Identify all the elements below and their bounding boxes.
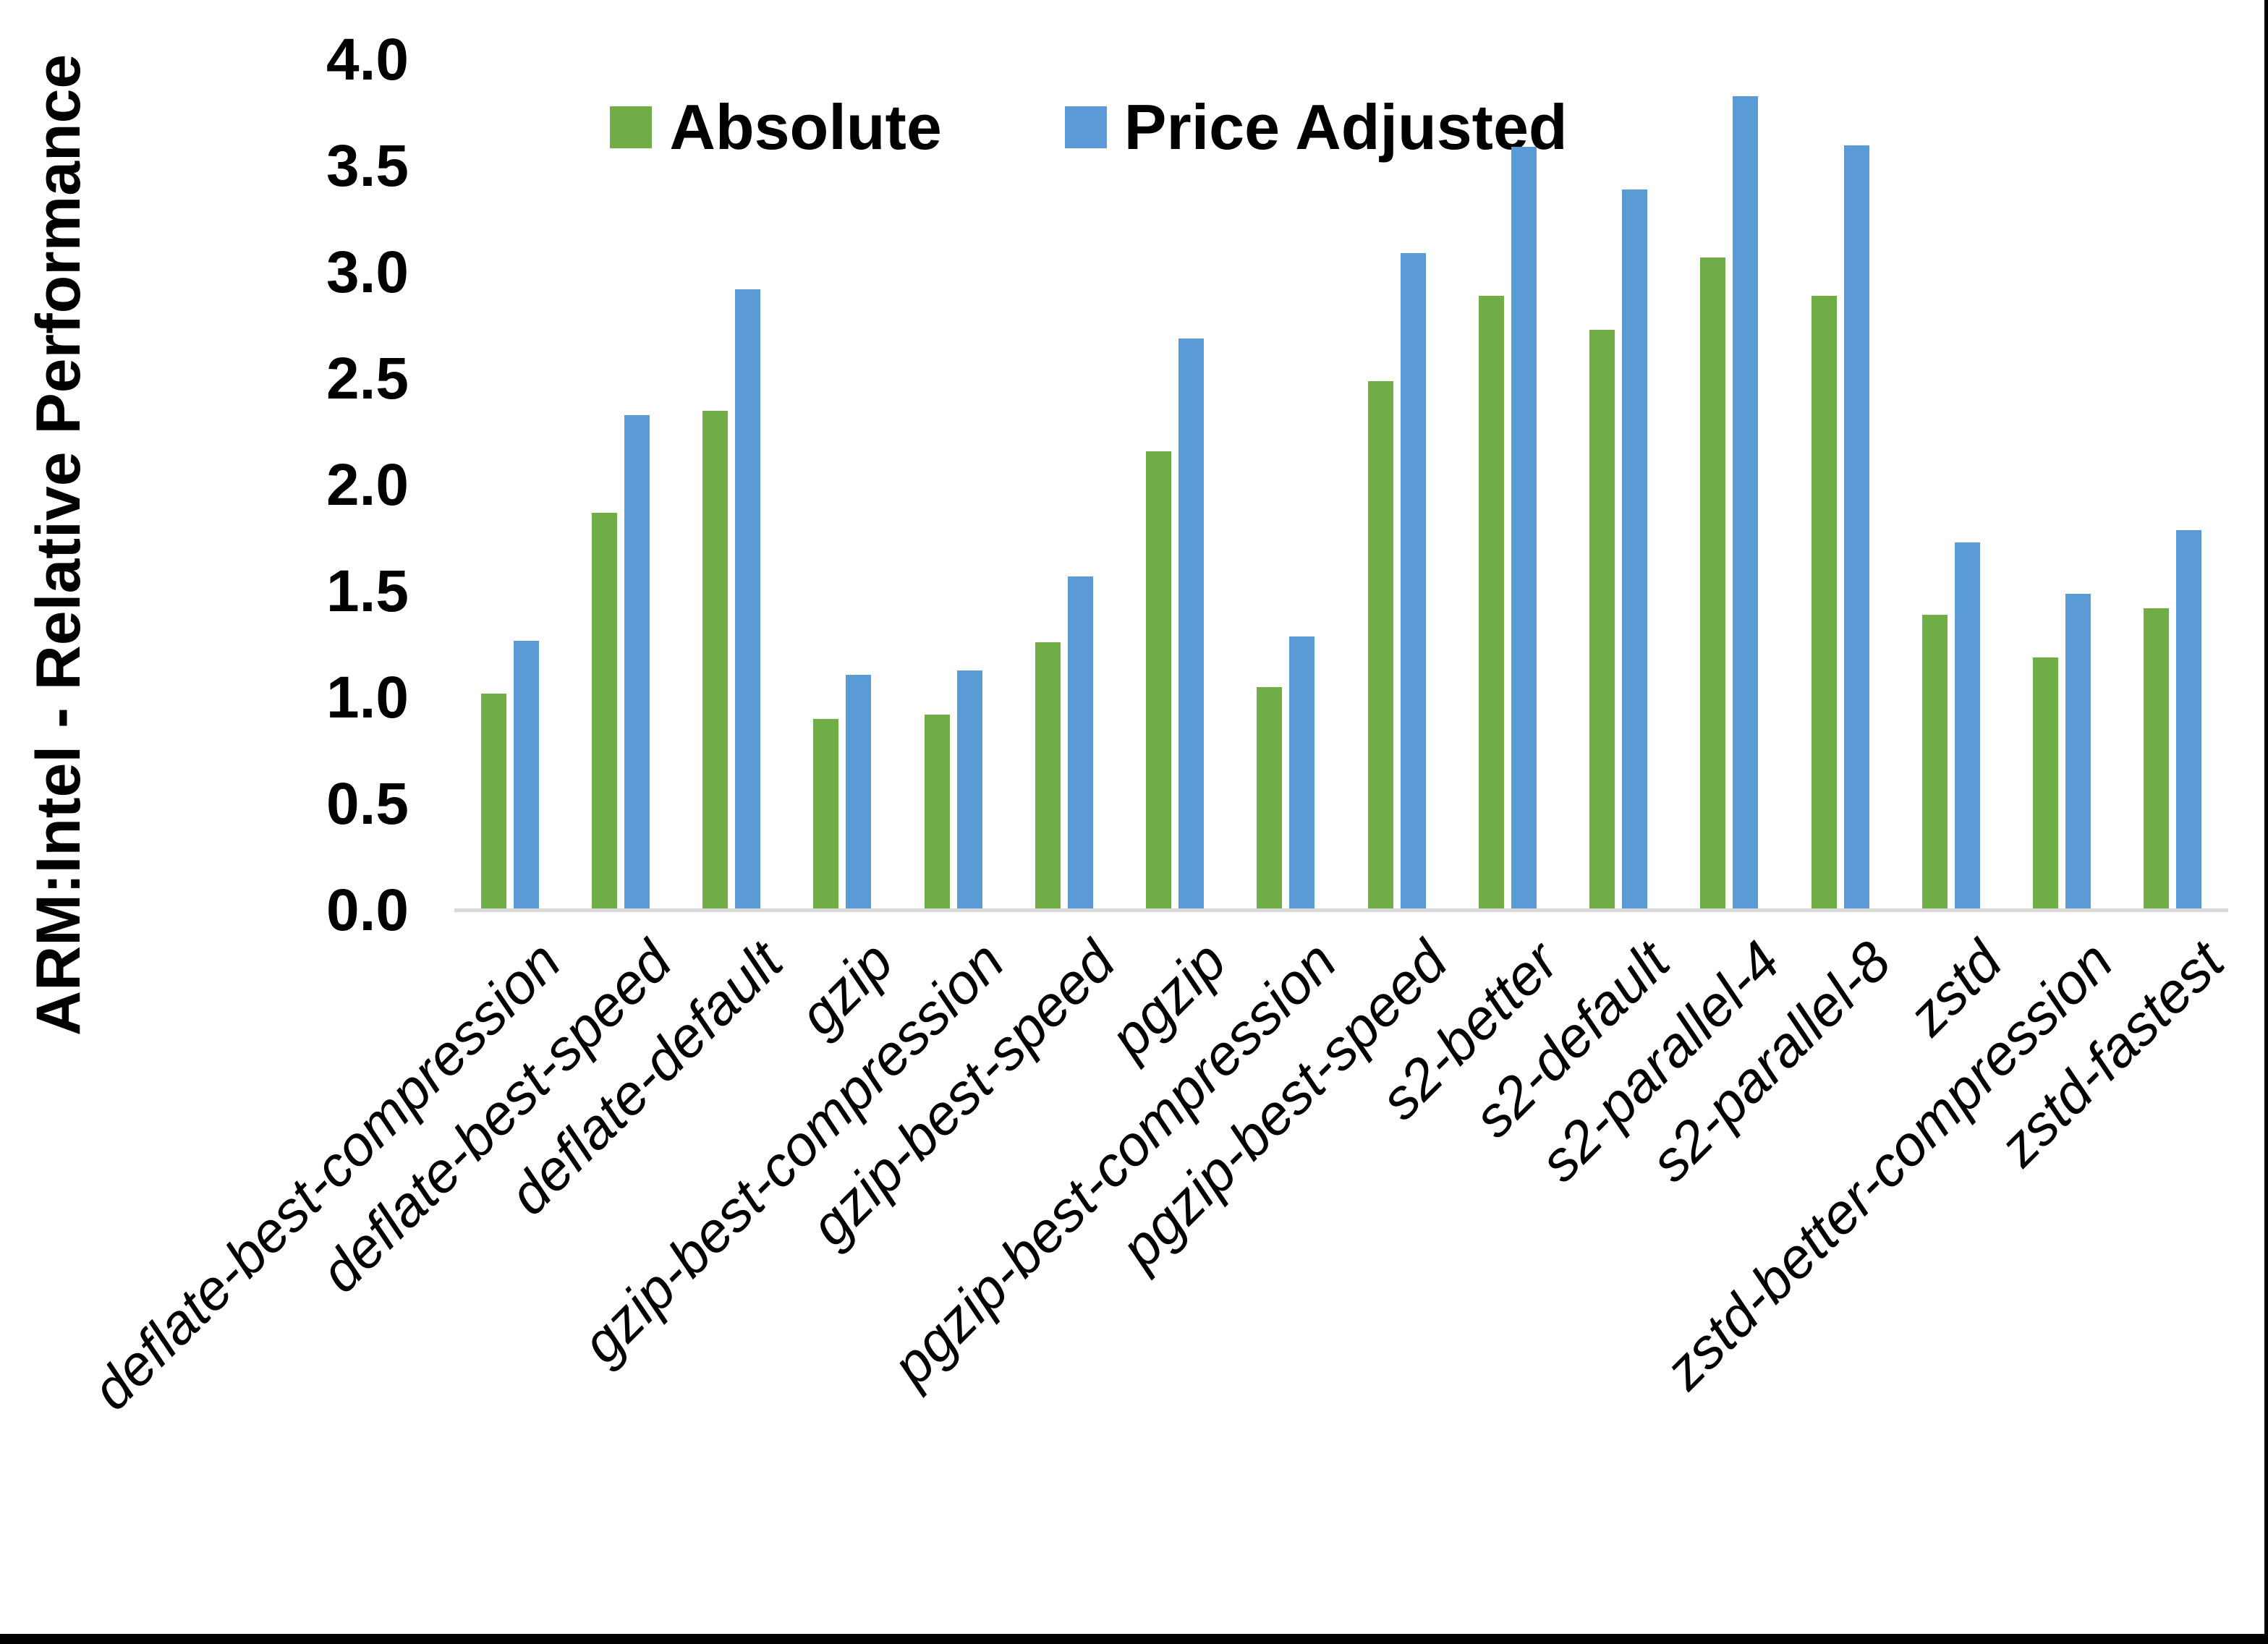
category-cell-pgzip	[1120, 58, 1231, 908]
category-cell-gzip-best-compression	[898, 58, 1008, 908]
bar-absolute-pgzip	[1146, 451, 1172, 908]
category-cell-deflate-best-compression	[454, 58, 565, 908]
bar-absolute-zstd	[1921, 615, 1948, 908]
category-cell-gzip-best-speed	[1008, 58, 1119, 908]
category-cell-zstd-fastest	[2118, 58, 2228, 908]
bar-price-adjusted-deflate-default	[735, 289, 761, 908]
legend-item-absolute: Absolute	[610, 91, 942, 163]
category-cell-s2-default	[1563, 58, 1674, 908]
plot-area	[454, 58, 2228, 908]
bar-absolute-deflate-best-compression	[480, 694, 506, 908]
x-label-deflate-best-compression: deflate-best-compression	[79, 929, 573, 1422]
bar-price-adjusted-s2-better	[1511, 147, 1537, 908]
page-right-border	[2264, 0, 2268, 1644]
bar-absolute-pgzip-best-compression	[1257, 687, 1283, 908]
category-cell-gzip	[787, 58, 898, 908]
chart-legend: Absolute Price Adjusted	[0, 95, 2178, 159]
legend-label-absolute: Absolute	[669, 91, 942, 163]
category-cell-deflate-best-speed	[565, 58, 676, 908]
y-tick-label-0.0: 0.0	[326, 877, 409, 943]
y-tick-label-2.0: 2.0	[326, 452, 409, 518]
legend-item-price-adjusted: Price Adjusted	[1064, 91, 1568, 163]
bar-absolute-gzip	[813, 719, 839, 908]
bar-price-adjusted-gzip-best-compression	[956, 670, 982, 908]
y-tick-label-1.0: 1.0	[326, 665, 409, 731]
bar-price-adjusted-s2-parallel-4	[1733, 96, 1759, 908]
y-tick-label-3.0: 3.0	[326, 239, 409, 305]
bar-absolute-deflate-default	[702, 411, 729, 908]
bar-price-adjusted-pgzip-best-speed	[1400, 253, 1426, 908]
bar-price-adjusted-zstd-fastest	[2176, 530, 2202, 908]
bar-price-adjusted-zstd	[1954, 542, 1980, 908]
category-cell-zstd-better-compression	[2007, 58, 2118, 908]
legend-label-price-adjusted: Price Adjusted	[1124, 91, 1568, 163]
bar-absolute-zstd-fastest	[2144, 608, 2170, 908]
bar-absolute-gzip-best-compression	[924, 715, 950, 908]
bar-price-adjusted-pgzip-best-compression	[1289, 636, 1315, 908]
bar-absolute-s2-parallel-4	[1700, 257, 1726, 908]
x-axis-line	[454, 908, 2228, 912]
y-tick-label-4.0: 4.0	[326, 27, 409, 93]
bar-absolute-deflate-best-speed	[591, 513, 617, 908]
y-tick-label-1.5: 1.5	[326, 558, 409, 624]
legend-swatch-price-adjusted	[1064, 106, 1107, 148]
page-bottom-border	[0, 1634, 2268, 1644]
bar-price-adjusted-deflate-best-speed	[624, 415, 650, 908]
y-tick-label-3.5: 3.5	[326, 133, 409, 199]
category-cell-s2-better	[1452, 58, 1563, 908]
bar-price-adjusted-s2-parallel-8	[1843, 145, 1869, 908]
bar-absolute-s2-better	[1478, 296, 1504, 908]
category-cell-pgzip-best-compression	[1231, 58, 1341, 908]
bar-absolute-s2-default	[1589, 330, 1615, 908]
bar-absolute-zstd-better-compression	[2033, 657, 2059, 908]
bar-price-adjusted-zstd-better-compression	[2065, 594, 2091, 908]
bar-price-adjusted-pgzip	[1178, 338, 1205, 908]
bar-absolute-s2-parallel-8	[1811, 296, 1837, 908]
bar-absolute-gzip-best-speed	[1035, 642, 1061, 908]
y-axis-title: ARM:Intel - Relative Performance	[24, 54, 93, 1036]
category-cell-zstd	[1895, 58, 2006, 908]
y-tick-label-0.5: 0.5	[326, 771, 409, 837]
bar-absolute-pgzip-best-speed	[1367, 381, 1393, 908]
bar-price-adjusted-gzip	[846, 675, 872, 908]
category-cell-pgzip-best-speed	[1341, 58, 1452, 908]
bar-price-adjusted-deflate-best-compression	[513, 641, 539, 908]
legend-swatch-absolute	[610, 106, 653, 148]
y-tick-label-2.5: 2.5	[326, 346, 409, 412]
category-cell-deflate-default	[676, 58, 787, 908]
bar-price-adjusted-s2-default	[1622, 189, 1648, 908]
bar-price-adjusted-gzip-best-speed	[1067, 576, 1093, 908]
category-cell-s2-parallel-4	[1674, 58, 1785, 908]
category-cell-s2-parallel-8	[1785, 58, 1895, 908]
